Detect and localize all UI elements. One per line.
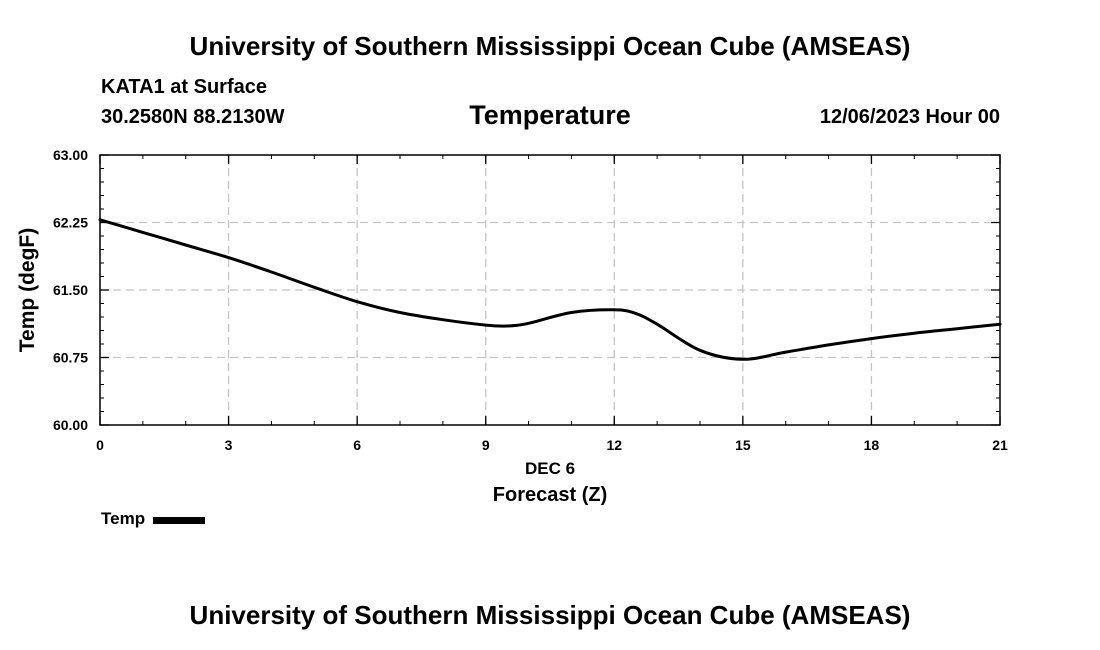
x-tick-label: 6 xyxy=(353,437,361,453)
y-axis-label: Temp (degF) xyxy=(16,228,39,352)
y-axis-tick-labels: 60.00 60.75 61.50 62.25 63.00 xyxy=(53,147,88,433)
x-tick-label: 18 xyxy=(864,437,880,453)
chart-footer-title: University of Southern Mississippi Ocean… xyxy=(189,600,911,630)
station-label: KATA1 at Surface xyxy=(101,76,267,98)
station-coordinates: 30.2580N 88.2130W xyxy=(101,106,285,128)
x-axis-date-label: DEC 6 xyxy=(525,459,575,478)
x-tick-label: 15 xyxy=(735,437,751,453)
y-tick-label: 63.00 xyxy=(53,147,88,163)
x-tick-label: 21 xyxy=(992,437,1008,453)
y-tick-label: 60.75 xyxy=(53,350,88,366)
series-layer xyxy=(98,218,1002,361)
x-axis-tick-labels: 0 3 6 9 12 15 18 21 xyxy=(96,437,1008,453)
series-line-temp xyxy=(98,218,1002,361)
x-tick-label: 9 xyxy=(482,437,490,453)
y-tick-label: 60.00 xyxy=(53,417,88,433)
legend-swatch-temp xyxy=(153,516,206,524)
x-tick-label: 3 xyxy=(225,437,233,453)
x-tick-label: 12 xyxy=(606,437,622,453)
chart-main-title: University of Southern Mississippi Ocean… xyxy=(189,31,911,61)
legend: Temp xyxy=(101,509,206,529)
legend-label-temp: Temp xyxy=(101,509,146,528)
variable-title: Temperature xyxy=(469,100,631,130)
y-tick-label: 61.50 xyxy=(53,282,88,298)
forecast-datetime: 12/06/2023 Hour 00 xyxy=(819,106,1000,128)
x-axis-label: Forecast (Z) xyxy=(493,484,607,506)
x-tick-label: 0 xyxy=(96,437,104,453)
y-tick-label: 62.25 xyxy=(53,215,88,231)
grid-lines xyxy=(100,155,1000,425)
